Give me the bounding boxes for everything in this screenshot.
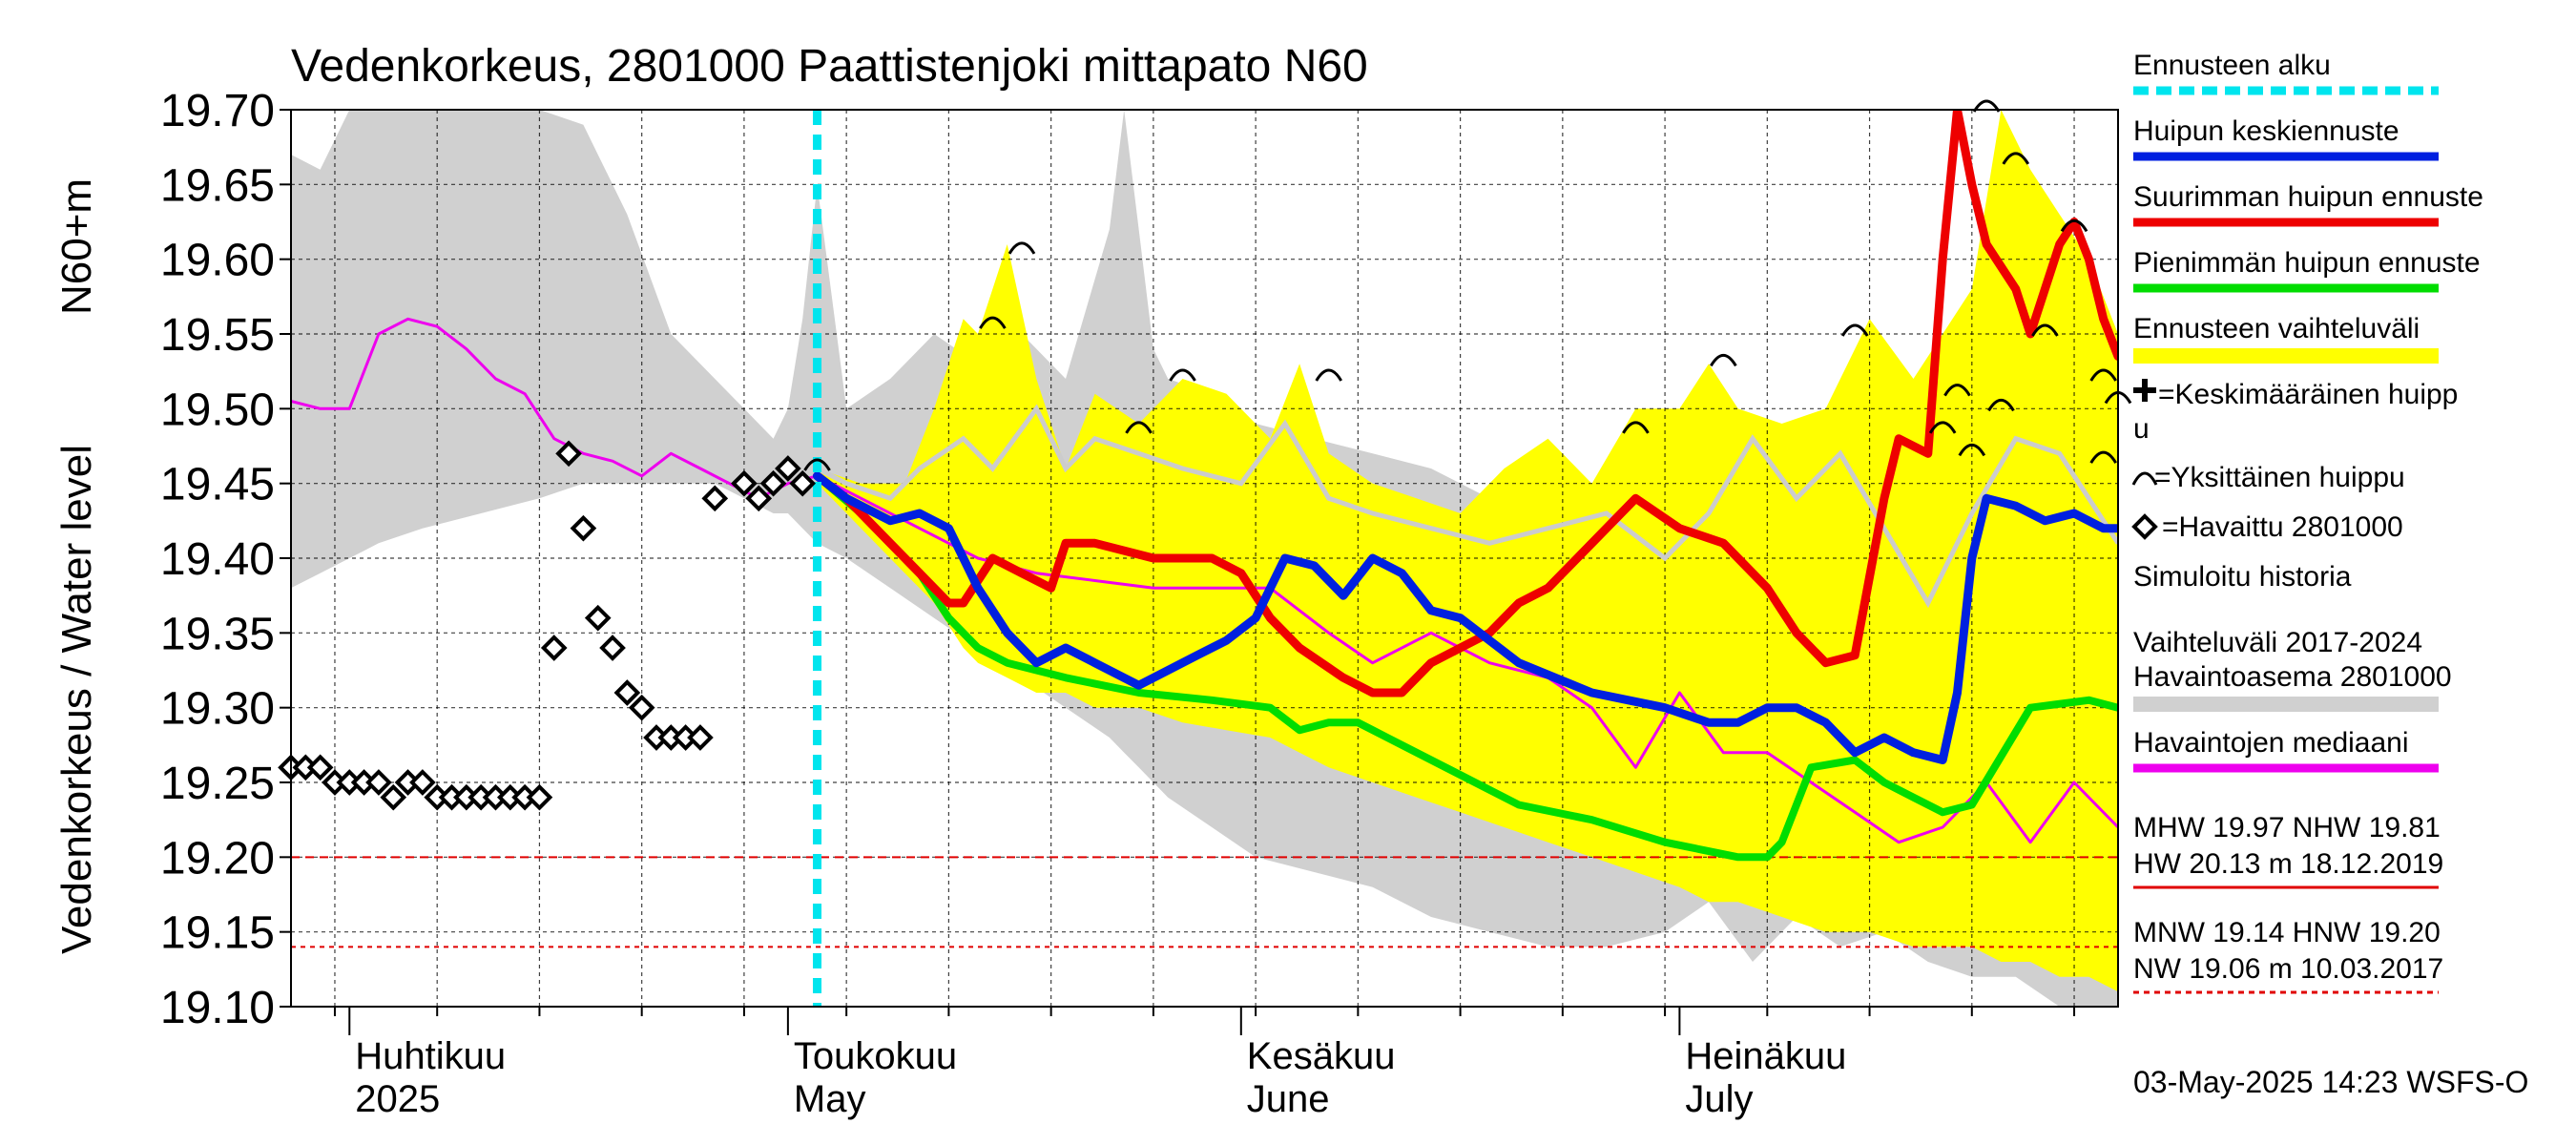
mean-peak-line	[813, 471, 2118, 764]
single-peak-marker	[2002, 152, 2030, 165]
observed-point	[599, 635, 626, 661]
y-tick-label: 19.40	[160, 534, 275, 585]
observed-point	[570, 514, 597, 542]
observed-point	[789, 469, 817, 497]
y-tick-label: 19.20	[160, 833, 275, 884]
month-label-en: June	[1247, 1078, 1330, 1120]
observed-point	[687, 724, 714, 751]
observed-point	[365, 769, 392, 796]
legend-label: Ennusteen vaihteluväli	[2133, 313, 2420, 344]
month-label-fi: Kesäkuu	[1247, 1035, 1396, 1077]
month-label-en: May	[794, 1078, 866, 1120]
single-peak-marker	[803, 458, 831, 471]
single-peak-marker	[1008, 241, 1036, 255]
y-tick-label: 19.70	[160, 86, 275, 136]
observed-point	[731, 469, 758, 497]
legend-swatch-mean-peak-marker	[2133, 379, 2156, 402]
single-peak-marker	[2031, 323, 2059, 337]
single-peak-marker	[1972, 99, 2001, 113]
legend-swatch-observed	[2131, 513, 2158, 540]
observed-point	[540, 635, 568, 661]
observed-point	[526, 783, 553, 811]
month-label-fi: Toukokuu	[794, 1035, 957, 1077]
observed-point	[759, 469, 787, 497]
single-peak-marker	[1125, 421, 1153, 434]
single-peak-marker	[1710, 353, 1737, 367]
observed-point	[409, 769, 436, 796]
y-tick-label: 19.65	[160, 160, 275, 211]
stats-line: MHW 19.97 NHW 19.81	[2133, 812, 2441, 843]
min-peak-line	[813, 471, 2118, 862]
single-peak-marker	[1987, 398, 2015, 412]
single-peak-marker	[1958, 443, 1986, 457]
month-label-fi: Heinäkuu	[1685, 1035, 1846, 1077]
legend-label: Suurimman huipun ennuste	[2133, 181, 2483, 213]
forecast-range-inner-line	[816, 404, 2118, 609]
legend-label: =Havaittu 2801000	[2162, 511, 2403, 543]
footer-timestamp: 03-May-2025 14:23 WSFS-O	[2133, 1065, 2528, 1099]
month-label-en: July	[1685, 1078, 1753, 1120]
stats-line: NW 19.06 m 10.03.2017	[2133, 953, 2443, 985]
chart-title: Vedenkorkeus, 2801000 Paattistenjoki mit…	[291, 41, 1368, 92]
observed-point	[701, 485, 729, 512]
single-peak-marker	[979, 316, 1007, 329]
y-axis-label: Vedenkorkeus / Water level	[53, 445, 100, 954]
legend-label: Havaintojen mediaani	[2133, 727, 2409, 759]
observed-point	[306, 754, 334, 781]
single-peak-marker	[1928, 421, 1957, 434]
legend-label: =Yksittäinen huippu	[2154, 462, 2405, 493]
single-peak-marker	[1840, 323, 1869, 337]
observed-point	[775, 455, 801, 482]
legend-label: Havaintoasema 2801000	[2133, 661, 2452, 693]
observed-point	[613, 679, 641, 706]
observed-point	[745, 485, 773, 512]
y-tick-label: 19.30	[160, 684, 275, 735]
y-tick-label: 19.10	[160, 983, 275, 1033]
y-axis-unit-label: N60+m	[53, 178, 100, 315]
legend-label: Ennusteen alku	[2133, 50, 2331, 81]
y-tick-label: 19.35	[160, 609, 275, 659]
month-label-en: 2025	[355, 1078, 440, 1120]
observed-point	[628, 694, 655, 721]
max-peak-line	[813, 110, 2118, 697]
month-label-fi: Huhtikuu	[355, 1035, 506, 1077]
legend-label: =Keskimääräinen huipp	[2158, 379, 2458, 410]
y-tick-label: 19.55	[160, 310, 275, 361]
stats-line: MNW 19.14 HNW 19.20	[2133, 917, 2441, 948]
legend-label: Simuloitu historia	[2133, 561, 2352, 593]
observed-point	[555, 440, 582, 468]
single-peak-marker	[2089, 450, 2117, 464]
single-peak-marker	[1169, 368, 1196, 382]
legend-label: Pienimmän huipun ennuste	[2133, 247, 2481, 279]
median-line	[291, 317, 2118, 844]
stats-line: HW 20.13 m 18.12.2019	[2133, 848, 2443, 880]
legend-label: Vaihteluväli 2017-2024	[2133, 627, 2422, 658]
observed-point	[584, 604, 612, 632]
y-tick-label: 19.15	[160, 908, 275, 959]
single-peak-marker	[1622, 421, 1650, 434]
single-peak-marker	[2060, 219, 2088, 233]
y-tick-label: 19.25	[160, 759, 275, 809]
y-tick-label: 19.45	[160, 460, 275, 510]
legend-label: Huipun keskiennuste	[2133, 115, 2399, 147]
y-tick-label: 19.50	[160, 385, 275, 435]
single-peak-marker	[1315, 368, 1343, 382]
legend-label: u	[2133, 413, 2150, 445]
observed-point	[380, 783, 407, 811]
legend-swatch-single-peak	[2131, 471, 2158, 486]
single-peak-marker	[2089, 368, 2117, 382]
y-tick-label: 19.60	[160, 236, 275, 286]
single-peak-marker	[1943, 384, 1971, 397]
